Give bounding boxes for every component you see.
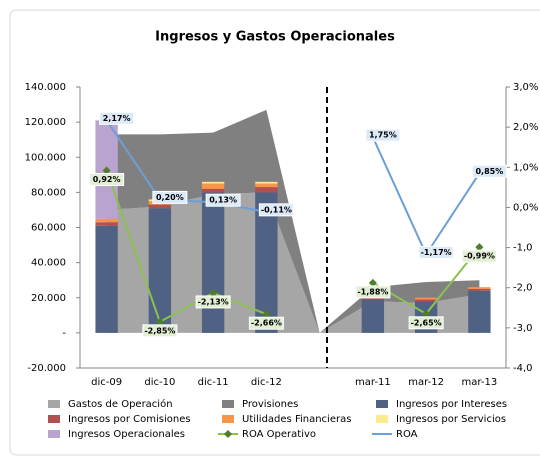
- marker: [262, 310, 271, 319]
- bar: [201, 181, 225, 184]
- bar: [95, 225, 118, 333]
- legend-label: Ingresos por Comisiones: [68, 414, 191, 425]
- data-label: 1,75%: [369, 131, 397, 140]
- y2-tick-label: -2,0: [513, 283, 533, 294]
- data-label: -0,11%: [261, 205, 292, 214]
- bar: [414, 297, 438, 300]
- label-box: [152, 190, 188, 204]
- label-box: [89, 172, 125, 186]
- data-label: -2,66%: [251, 319, 282, 328]
- legend-swatch: [48, 430, 60, 438]
- y2-tick-label: -1,0: [513, 243, 533, 254]
- data-label: -2,65%: [411, 318, 442, 327]
- label-box: [205, 193, 241, 207]
- x-tick-label: mar-11: [355, 377, 391, 388]
- legend-label: ROA: [396, 429, 418, 440]
- y2-tick-label: 2,0%: [513, 122, 538, 133]
- area: [106, 109, 480, 333]
- bar: [148, 204, 172, 209]
- data-label: 0,20%: [156, 193, 184, 202]
- bar: [201, 188, 225, 193]
- y-tick-label: -: [62, 328, 66, 339]
- data-label: -1,17%: [421, 248, 452, 257]
- label-box: [99, 111, 135, 125]
- bar: [468, 287, 491, 289]
- y-tick-label: 100.000: [25, 152, 66, 163]
- label-box: [248, 316, 284, 330]
- bar: [255, 187, 278, 193]
- x-tick-label: dic-10: [144, 377, 175, 388]
- y2-tick-label: -4,0: [513, 363, 533, 374]
- legend-label: Provisiones: [242, 399, 298, 410]
- marker: [102, 166, 111, 175]
- label-box: [471, 164, 507, 178]
- legend-label: Utilidades Financieras: [242, 414, 351, 425]
- label-box: [355, 285, 391, 299]
- data-label: -2,85%: [144, 326, 175, 335]
- data-label: 2,17%: [103, 114, 131, 123]
- chart-title: Ingresos y Gastos Operacionales: [155, 30, 395, 45]
- y2-tick-label: 0,0%: [513, 202, 538, 213]
- legend-swatch: [376, 400, 388, 408]
- bar: [201, 183, 225, 189]
- label-box: [195, 295, 231, 309]
- bar: [148, 208, 172, 333]
- bar: [201, 192, 225, 333]
- y-tick-label: 80.000: [31, 187, 66, 198]
- y2-tick-label: -3,0: [513, 323, 533, 334]
- legend-label: Ingresos Operacionales: [68, 429, 185, 440]
- x-tick-label: dic-09: [91, 377, 122, 388]
- x-tick-label: mar-12: [408, 377, 444, 388]
- bar: [468, 290, 491, 333]
- legend-marker: [224, 430, 232, 438]
- data-label: -0,99%: [464, 252, 495, 261]
- y-tick-label: -20.000: [27, 363, 66, 374]
- x-tick-label: dic-11: [198, 377, 229, 388]
- legend-swatch: [48, 400, 60, 408]
- legend-swatch: [48, 415, 60, 423]
- y-tick-label: 20.000: [31, 293, 66, 304]
- legend-label: ROA Operativo: [242, 429, 316, 440]
- label-box: [461, 249, 497, 263]
- data-label: 0,85%: [475, 167, 503, 176]
- data-label: -2,13%: [198, 297, 229, 306]
- legend-label: Ingresos por Intereses: [396, 399, 507, 410]
- legend-swatch: [222, 415, 234, 423]
- label-box: [142, 324, 178, 338]
- data-label: 0,92%: [93, 175, 121, 184]
- marker: [422, 309, 431, 318]
- bar: [255, 181, 278, 184]
- y2-tick-label: 1,0%: [513, 162, 538, 173]
- bar: [468, 288, 491, 291]
- legend-label: Ingresos por Servicios: [396, 414, 506, 425]
- bar: [255, 183, 278, 188]
- legend-swatch: [222, 400, 234, 408]
- x-tick-label: mar-13: [462, 377, 498, 388]
- bar: [361, 297, 385, 300]
- bar: [95, 222, 118, 226]
- marker: [368, 278, 377, 287]
- legend-swatch: [376, 415, 388, 423]
- label-box: [258, 203, 294, 217]
- y-tick-label: 40.000: [31, 258, 66, 269]
- y-tick-label: 120.000: [25, 117, 66, 128]
- label-box: [365, 128, 401, 142]
- data-label: -1,88%: [357, 287, 388, 296]
- bar: [414, 299, 438, 302]
- y-tick-label: 140.000: [25, 82, 66, 93]
- bar: [361, 299, 385, 333]
- legend-label: Gastos de Operación: [68, 398, 173, 410]
- bar: [255, 192, 278, 333]
- label-box: [418, 245, 454, 259]
- marker: [475, 243, 484, 252]
- x-tick-label: dic-12: [251, 377, 282, 388]
- y-tick-label: 60.000: [31, 223, 66, 234]
- bar: [95, 218, 118, 223]
- y2-tick-label: 3,0%: [513, 82, 538, 93]
- marker: [155, 317, 164, 326]
- label-box: [408, 316, 444, 330]
- data-label: 0,13%: [209, 196, 237, 205]
- marker: [209, 288, 218, 297]
